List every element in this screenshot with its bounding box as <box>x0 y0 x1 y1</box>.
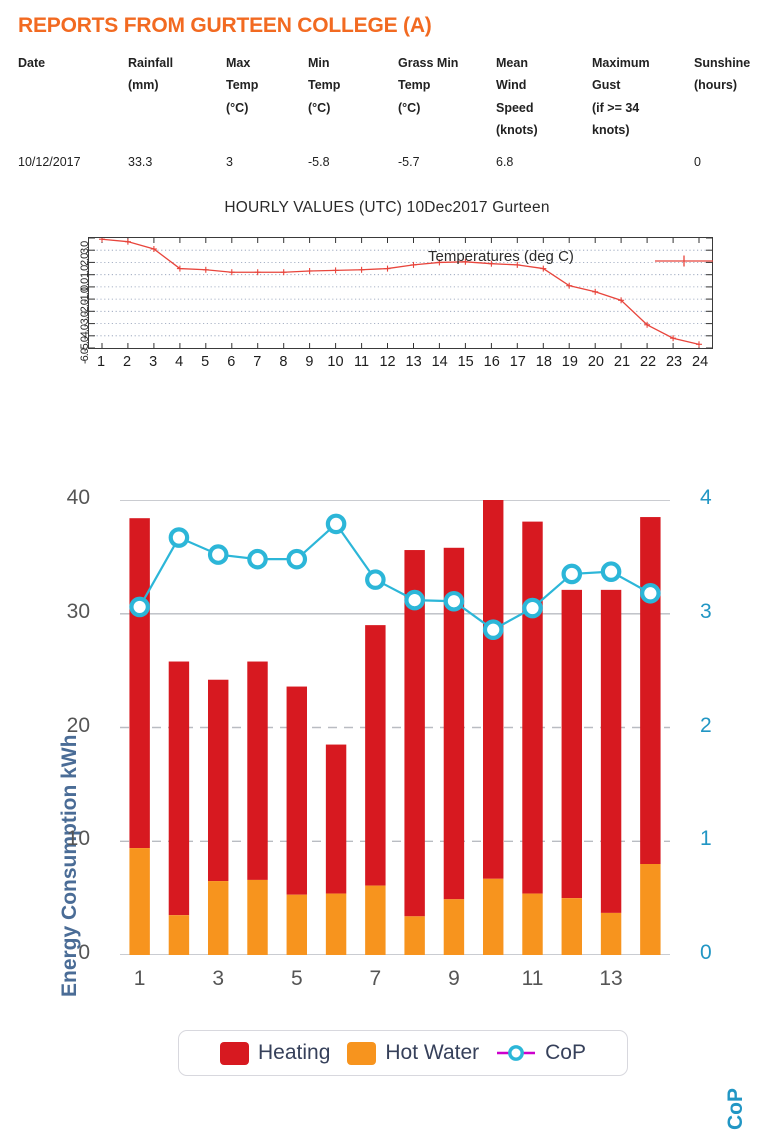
energy-left-tick-label: 40 <box>66 486 90 509</box>
energy-x-tick-label: 7 <box>369 967 382 990</box>
table-row: 10/12/2017 33.3 3 -5.8 -5.7 6.8 0 <box>18 141 774 169</box>
cell-max-temp: 3 <box>226 155 233 169</box>
table-header-row: Date Rainfall (mm) Max Temp (°C) Min Temp (°C… <box>18 52 774 141</box>
temp-x-tick-label: 4 <box>175 354 184 370</box>
energy-plot-area <box>120 472 670 964</box>
cop-right-tick-label: 0 <box>700 941 712 964</box>
temp-legend-line-icon <box>655 255 713 267</box>
cop-right-tick-label: 1 <box>700 827 712 851</box>
cell-min-temp: -5.8 <box>308 155 330 169</box>
energy-x-tick-label: 13 <box>599 967 623 990</box>
temp-line-svg <box>89 236 712 349</box>
cop-right-tick-label: 3 <box>700 599 712 623</box>
energy-chart-legend: Heating Hot Water CoP <box>178 1030 628 1076</box>
temp-x-tick-label: 3 <box>149 354 158 370</box>
legend-item-heating[interactable]: Heating <box>220 1041 330 1065</box>
temp-x-tick-label: 2 <box>123 354 132 370</box>
temp-x-tick-label: 6 <box>227 354 236 370</box>
temp-x-tick-label: 10 <box>327 354 344 370</box>
temp-x-tick-label: 21 <box>613 354 631 370</box>
column-header-min-temp: Min Temp (°C) <box>308 56 341 115</box>
energy-x-tick-label: 9 <box>448 967 460 990</box>
temp-plot-area <box>88 236 713 349</box>
weather-table: Date Rainfall (mm) Max Temp (°C) Min Temp (°C… <box>18 52 774 169</box>
cop-line-marker-icon <box>497 1045 536 1061</box>
temp-chart-title: HOURLY VALUES (UTC) 10Dec2017 Gurteen <box>224 199 550 216</box>
cop-right-tick-label: 4 <box>700 486 712 509</box>
column-header-maximum-gust: Maximum Gust (if >= 34 knots) <box>592 56 650 137</box>
temp-x-tick-label: 22 <box>639 354 657 370</box>
temp-x-tick-label: 8 <box>279 354 288 370</box>
hourly-temperature-chart: HOURLY VALUES (UTC) 10Dec2017 Gurteen 3.… <box>0 191 774 426</box>
column-header-grass-min-temp: Grass Min Temp (°C) <box>398 56 459 115</box>
temp-x-tick-label: 1 <box>96 354 106 370</box>
heating-color-swatch-icon <box>220 1041 249 1065</box>
temp-x-tick-label: 19 <box>561 354 578 370</box>
temp-x-tick-label: 7 <box>253 354 262 370</box>
legend-label-heating: Heating <box>258 1041 331 1064</box>
cell-max-gust <box>592 141 694 169</box>
temp-x-tick-label: 11 <box>353 354 370 370</box>
column-header-date: Date <box>18 56 46 70</box>
temp-x-tick-label: 23 <box>665 354 683 370</box>
temp-x-tick-label: 5 <box>201 354 210 370</box>
cell-date: 10/12/2017 <box>18 155 81 169</box>
temp-x-tick-label: 9 <box>305 354 314 370</box>
temp-x-axis-labels: 1 2 3 4 5 6 7 8 9 10 11 12 13 14 15 16 17 18 19 20 21 22 23 24 <box>88 354 713 376</box>
cop-right-tick-label: 2 <box>700 713 712 737</box>
energy-x-tick-label: 11 <box>521 967 544 990</box>
temp-x-tick-label: 13 <box>405 354 422 370</box>
legend-label-cop: CoP <box>545 1041 586 1064</box>
cell-mean-wind: 6.8 <box>496 155 514 169</box>
energy-x-tick-label: 1 <box>133 967 146 990</box>
temp-x-tick-label: 17 <box>509 354 526 370</box>
temp-x-tick-label: 24 <box>692 354 709 370</box>
energy-left-tick-label: 20 <box>66 713 90 737</box>
temp-legend-label: Temperatures (deg C) <box>428 248 574 265</box>
temp-x-tick-label: 18 <box>535 354 552 370</box>
temp-x-tick-label: 12 <box>379 354 396 370</box>
cell-sunshine: 0 <box>694 155 701 169</box>
cell-grass-min-temp: -5.7 <box>398 155 420 169</box>
energy-chart-svg <box>120 472 670 964</box>
cell-rainfall: 33.3 <box>128 155 153 169</box>
temp-x-tick-label: 15 <box>457 354 474 370</box>
hot-water-color-swatch-icon <box>347 1041 377 1065</box>
energy-left-tick-label: 10 <box>66 827 90 851</box>
energy-left-tick-label: 30 <box>66 599 90 623</box>
page-title: REPORTS FROM GURTEEN COLLEGE (A) <box>18 14 432 37</box>
legend-item-hot-water[interactable]: Hot Water <box>347 1041 479 1065</box>
legend-label-hot-water: Hot Water <box>385 1041 480 1064</box>
cop-y-axis-title: CoP <box>724 1088 747 1130</box>
column-header-mean-wind-speed: Mean Wind Speed (knots) <box>496 56 538 137</box>
energy-left-tick-label: 0 <box>78 941 90 964</box>
temp-x-tick-label: 14 <box>431 354 448 370</box>
column-header-sunshine: Sunshine (hours) <box>694 56 751 93</box>
temp-x-tick-label: 16 <box>483 354 500 370</box>
report-block: REPORTS FROM GURTEEN COLLEGE (A) Date Ra… <box>0 0 774 169</box>
column-header-max-temp: Max Temp (°C) <box>226 56 259 115</box>
legend-item-cop[interactable]: CoP <box>496 1041 586 1065</box>
energy-x-tick-label: 5 <box>290 967 303 990</box>
energy-x-tick-label: 3 <box>212 967 225 990</box>
column-header-rainfall: Rainfall (mm) <box>128 56 174 93</box>
temp-x-tick-label: 20 <box>587 354 604 370</box>
